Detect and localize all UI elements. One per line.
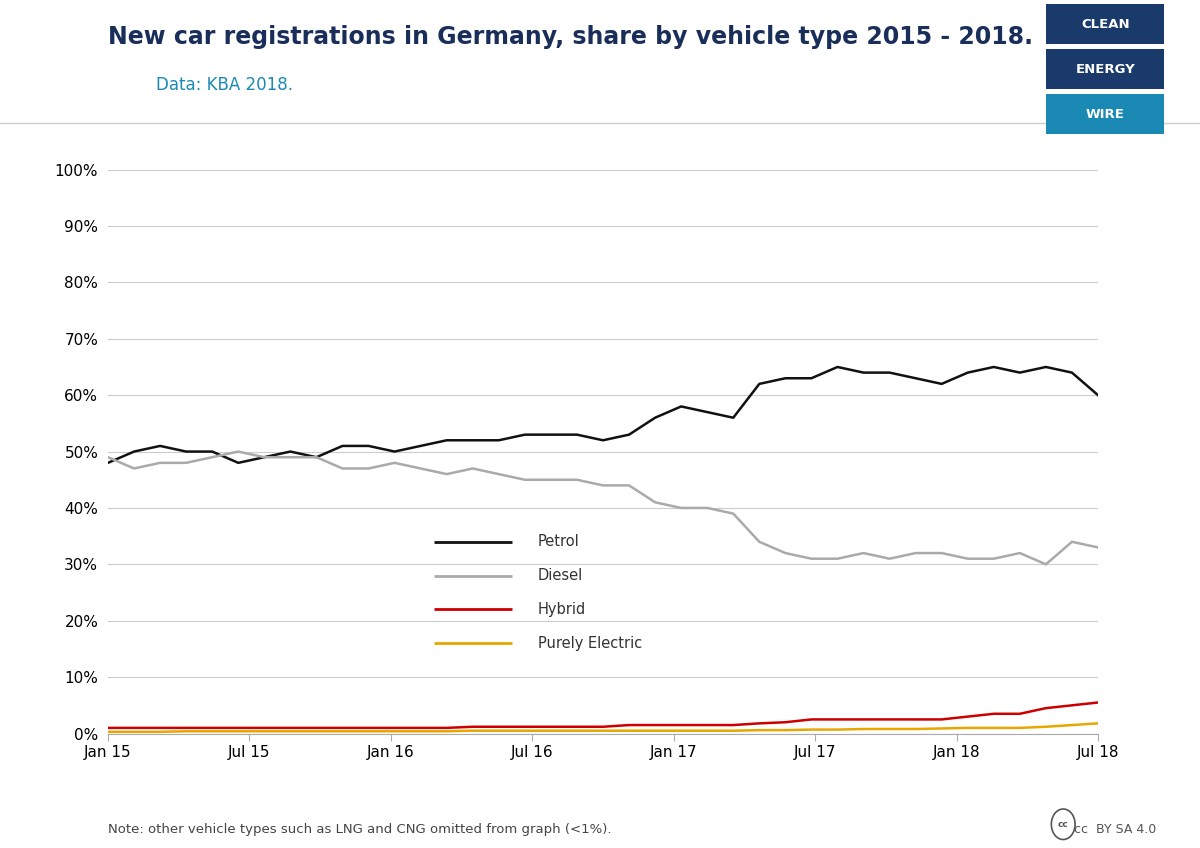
Text: CLEAN: CLEAN xyxy=(1081,18,1129,31)
Text: Data: KBA 2018.: Data: KBA 2018. xyxy=(156,76,293,94)
Text: Note: other vehicle types such as LNG and CNG omitted from graph (<1%).: Note: other vehicle types such as LNG an… xyxy=(108,823,612,835)
Text: Diesel: Diesel xyxy=(538,568,583,583)
Text: cc  BY SA 4.0: cc BY SA 4.0 xyxy=(1074,823,1157,835)
Text: New car registrations in Germany, share by vehicle type 2015 - 2018.: New car registrations in Germany, share … xyxy=(108,25,1033,49)
Text: Hybrid: Hybrid xyxy=(538,602,586,617)
Text: ENERGY: ENERGY xyxy=(1075,63,1135,75)
Text: cc: cc xyxy=(1058,820,1068,828)
Text: Petrol: Petrol xyxy=(538,534,580,550)
Text: Purely Electric: Purely Electric xyxy=(538,636,642,650)
Text: WIRE: WIRE xyxy=(1086,108,1124,120)
